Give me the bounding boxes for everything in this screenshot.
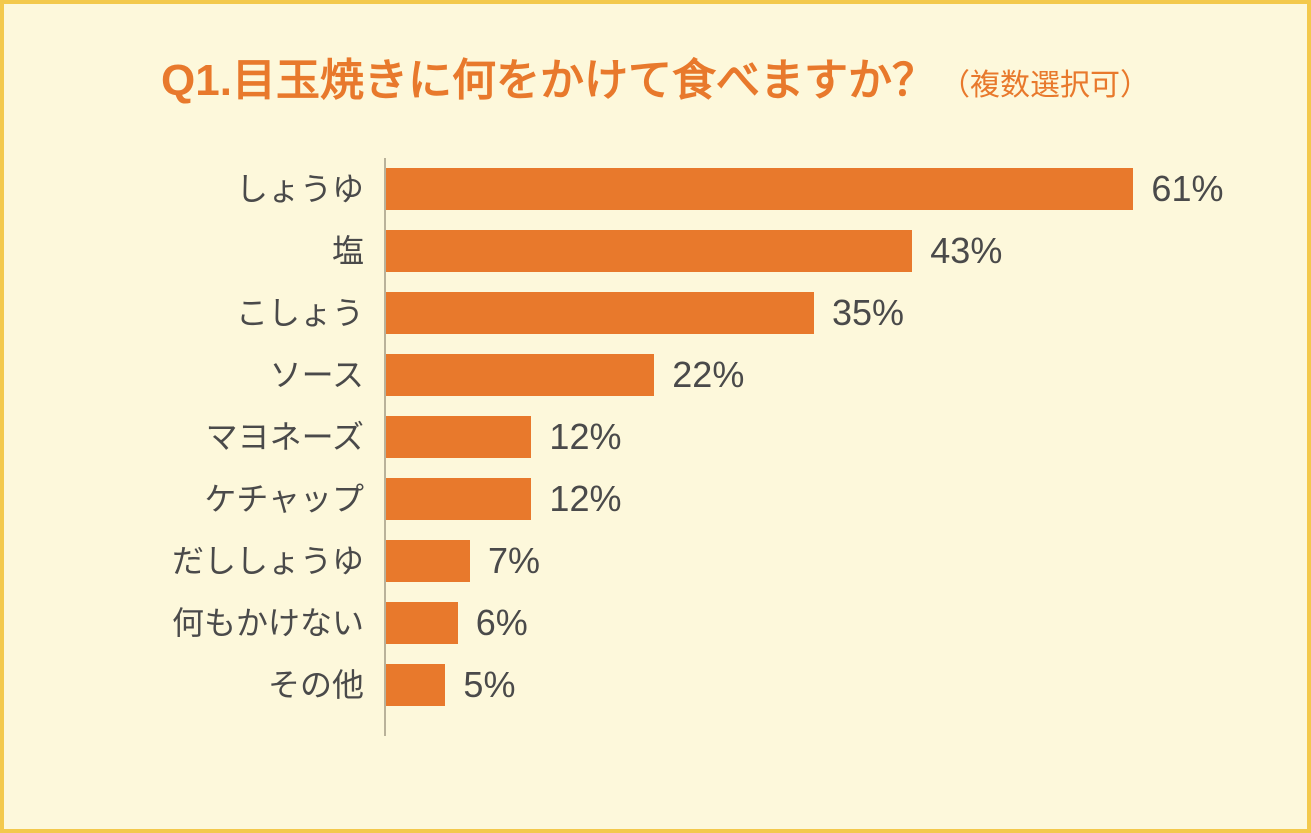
bar <box>384 292 814 334</box>
category-label: 何もかけない <box>64 592 364 654</box>
y-axis-line <box>384 158 386 736</box>
value-label: 61% <box>1151 168 1223 210</box>
bar <box>384 540 470 582</box>
value-label: 12% <box>549 416 621 458</box>
bar-row: 何もかけない6% <box>384 592 1247 654</box>
bar <box>384 664 445 706</box>
bar-row: だししょうゆ7% <box>384 530 1247 592</box>
bar <box>384 230 912 272</box>
bar-row: その他5% <box>384 654 1247 716</box>
value-label: 6% <box>476 602 528 644</box>
category-label: マヨネーズ <box>64 406 364 468</box>
bar <box>384 354 654 396</box>
bar-row: しょうゆ61% <box>384 158 1247 220</box>
category-label: ソース <box>64 344 364 406</box>
bar-row: ソース22% <box>384 344 1247 406</box>
bar-row: こしょう35% <box>384 282 1247 344</box>
value-label: 5% <box>463 664 515 706</box>
bar <box>384 602 458 644</box>
bar-row: マヨネーズ12% <box>384 406 1247 468</box>
category-label: だししょうゆ <box>64 530 364 592</box>
chart-title-sub: （複数選択可） <box>940 69 1150 102</box>
category-label: ケチャップ <box>64 468 364 530</box>
bar-chart: しょうゆ61%塩43%こしょう35%ソース22%マヨネーズ12%ケチャップ12%… <box>64 158 1247 736</box>
category-label: 塩 <box>64 220 364 282</box>
bar-row: 塩43% <box>384 220 1247 282</box>
value-label: 35% <box>832 292 904 334</box>
value-label: 43% <box>930 230 1002 272</box>
category-label: しょうゆ <box>64 158 364 220</box>
bar-row: ケチャップ12% <box>384 468 1247 530</box>
category-label: こしょう <box>64 282 364 344</box>
chart-frame: Q1.目玉焼きに何をかけて食べますか？（複数選択可） しょうゆ61%塩43%こし… <box>0 0 1311 833</box>
chart-title-main: Q1.目玉焼きに何をかけて食べますか？ <box>161 56 936 105</box>
category-label: その他 <box>64 654 364 716</box>
bar <box>384 168 1133 210</box>
bar <box>384 478 531 520</box>
value-label: 7% <box>488 540 540 582</box>
bar <box>384 416 531 458</box>
value-label: 22% <box>672 354 744 396</box>
chart-title: Q1.目玉焼きに何をかけて食べますか？（複数選択可） <box>64 44 1247 108</box>
value-label: 12% <box>549 478 621 520</box>
